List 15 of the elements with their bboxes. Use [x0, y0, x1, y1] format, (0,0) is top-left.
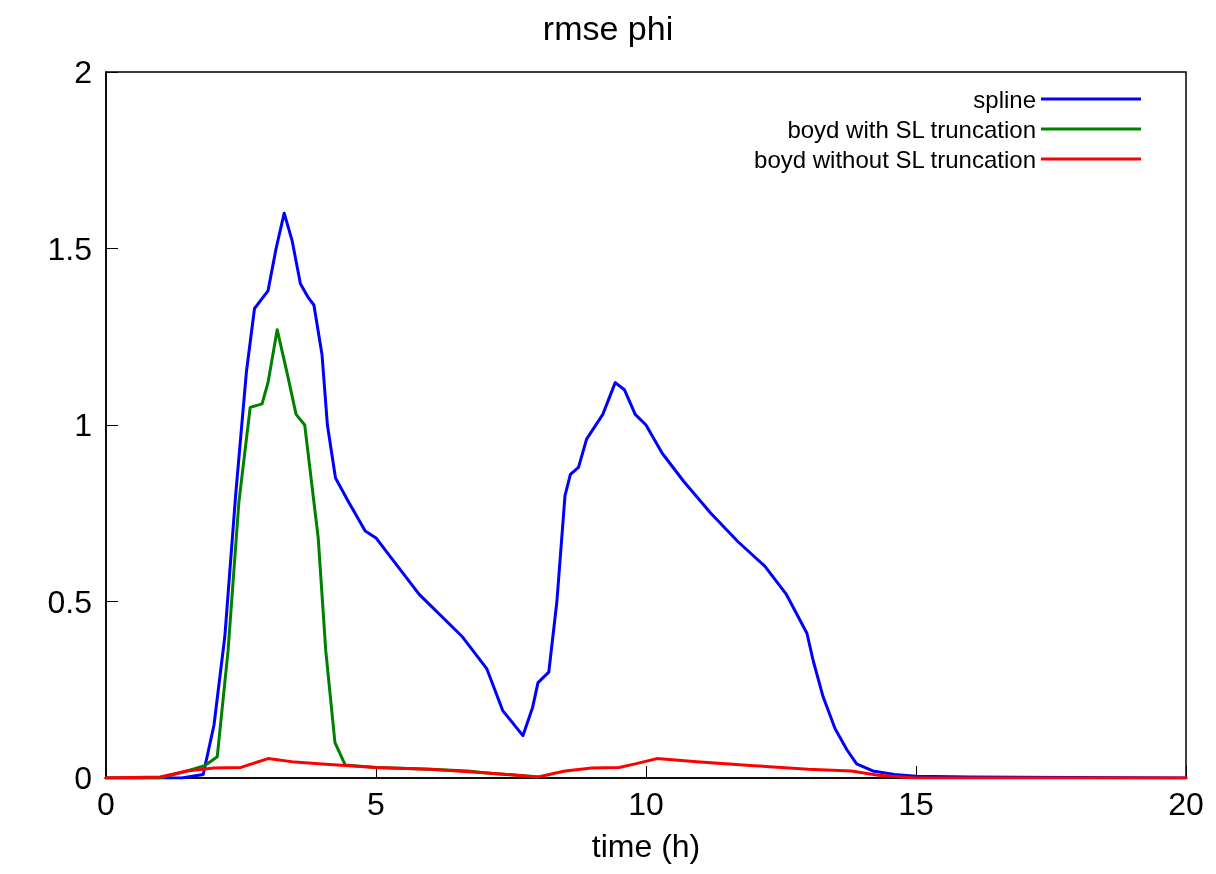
legend-label: boyd with SL truncation — [787, 115, 1036, 143]
x-tick-label: 10 — [628, 786, 664, 822]
y-tick-label: 0 — [74, 760, 92, 796]
y-tick-label: 2 — [74, 54, 92, 90]
x-axis-title: time (h) — [591, 828, 701, 864]
y-tick-label: 1 — [74, 407, 92, 443]
x-tick-label: 20 — [1168, 786, 1204, 822]
legend-label: spline — [973, 85, 1036, 113]
x-tick-label: 15 — [898, 786, 934, 822]
y-tick-label: 0.5 — [47, 583, 92, 620]
x-tick-label: 0 — [97, 786, 115, 822]
legend-label: boyd without SL truncation — [754, 145, 1036, 173]
chart-title: rmse phi — [542, 9, 674, 47]
y-tick-label: 1.5 — [47, 230, 92, 267]
x-tick-label: 5 — [367, 786, 385, 822]
